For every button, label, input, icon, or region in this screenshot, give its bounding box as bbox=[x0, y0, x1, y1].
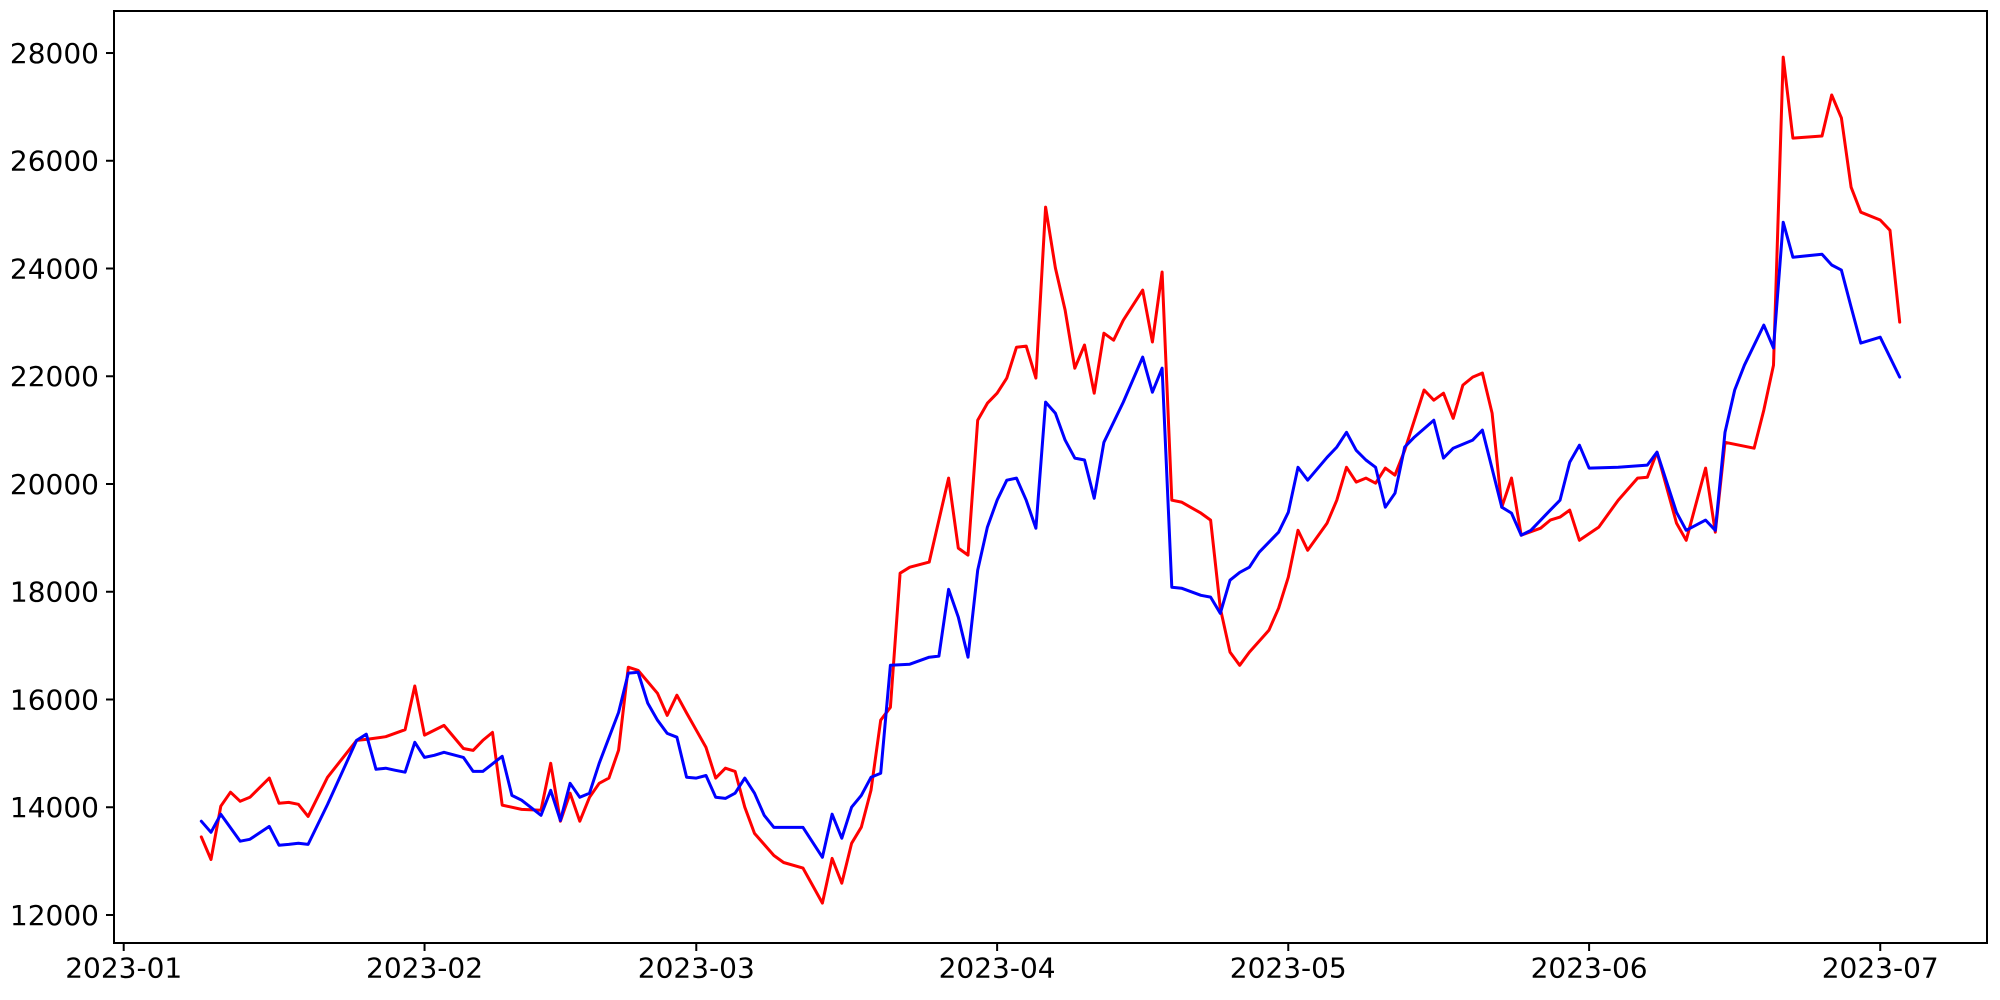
y-tick-label: 22000 bbox=[10, 360, 99, 393]
y-tick-label: 12000 bbox=[10, 899, 99, 932]
x-tick-label: 2023-02 bbox=[366, 952, 483, 985]
x-tick-label: 2023-07 bbox=[1822, 952, 1939, 985]
y-tick-label: 24000 bbox=[10, 252, 99, 285]
blue-series-line bbox=[199, 220, 1902, 859]
y-tick-label: 20000 bbox=[10, 468, 99, 501]
x-tick-label: 2023-04 bbox=[939, 952, 1056, 985]
y-tick-label: 14000 bbox=[10, 791, 99, 824]
x-tick-label: 2023-05 bbox=[1230, 952, 1347, 985]
y-tick-label: 26000 bbox=[10, 145, 99, 178]
x-tick-label: 2023-01 bbox=[65, 952, 182, 985]
red-series-line bbox=[199, 55, 1902, 905]
x-tick-label: 2023-06 bbox=[1531, 952, 1648, 985]
y-tick-label: 18000 bbox=[10, 576, 99, 609]
x-tick-label: 2023-03 bbox=[638, 952, 755, 985]
y-tick-label: 28000 bbox=[10, 37, 99, 70]
y-tick-label: 16000 bbox=[10, 683, 99, 716]
plot-area-spines bbox=[113, 10, 1988, 944]
